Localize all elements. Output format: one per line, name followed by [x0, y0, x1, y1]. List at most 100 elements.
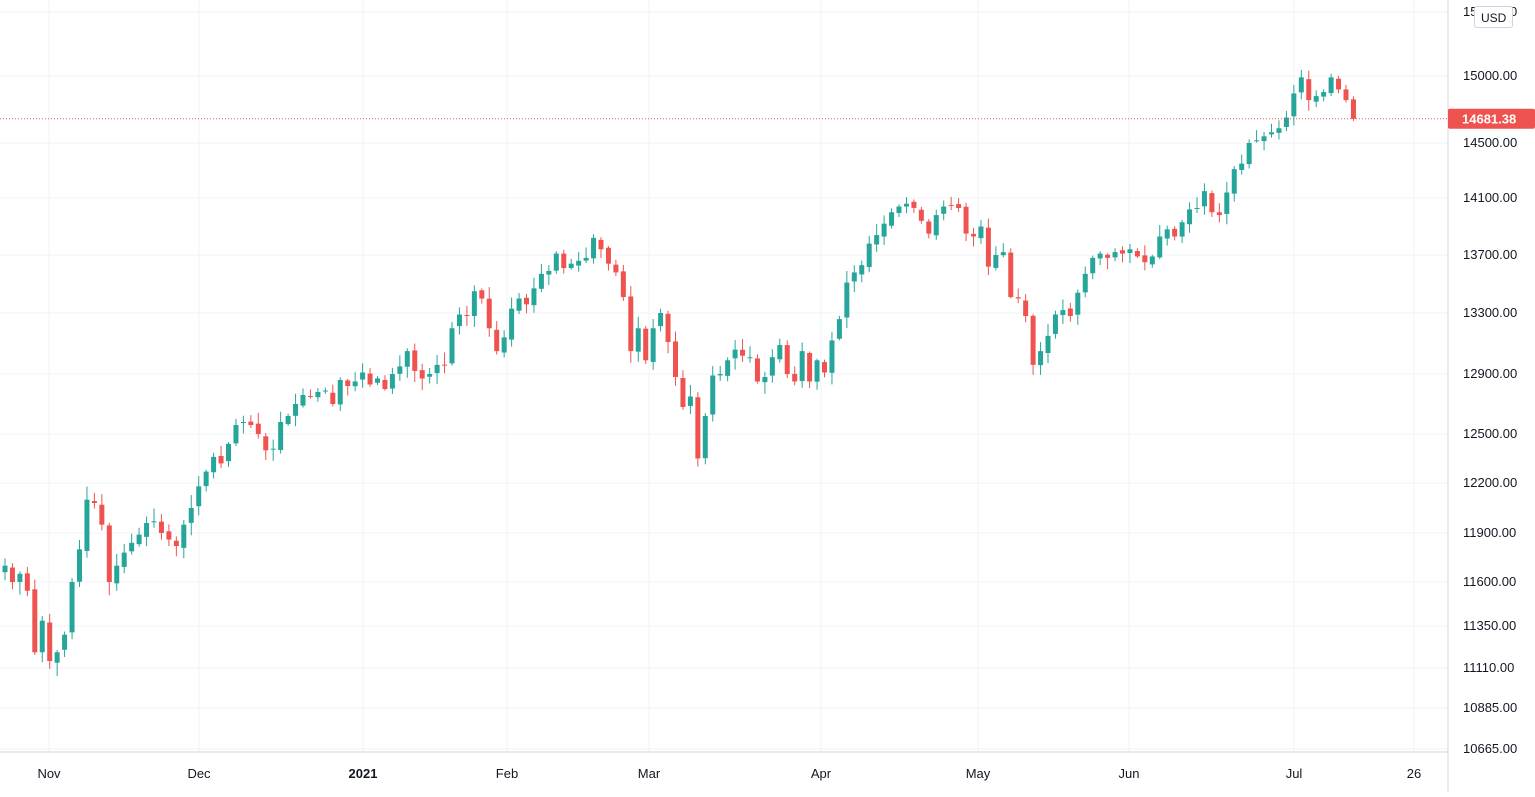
candle-body	[1164, 229, 1170, 239]
candle	[926, 218, 932, 239]
candle-body	[255, 423, 261, 434]
candle-body	[307, 395, 313, 397]
candle-body	[613, 264, 619, 273]
candle-body	[814, 360, 820, 382]
candle-body	[1291, 93, 1297, 117]
candle-body	[479, 290, 485, 299]
candle-body	[740, 349, 746, 356]
candle	[933, 209, 939, 240]
candle-body	[17, 573, 23, 582]
candle	[769, 349, 775, 383]
candle-body	[47, 622, 53, 661]
candle	[605, 246, 611, 271]
candle-body	[665, 313, 671, 342]
time-tick-label: Apr	[811, 766, 832, 781]
candle-body	[926, 221, 932, 234]
candle-body	[531, 288, 537, 306]
candle-body	[769, 357, 775, 376]
candle-body	[777, 345, 783, 360]
candle-body	[434, 364, 440, 374]
price-tick-label: 14100.00	[1463, 190, 1517, 205]
candle-body	[1261, 136, 1267, 142]
candle	[203, 469, 209, 492]
candle	[196, 476, 202, 516]
candle-body	[963, 206, 969, 234]
candle-body	[807, 352, 813, 382]
candle	[464, 305, 470, 326]
candle-body	[285, 416, 291, 425]
candle-body	[1060, 310, 1066, 316]
candle-body	[1038, 351, 1044, 366]
price-tick-label: 10885.00	[1463, 700, 1517, 715]
candle-body	[1134, 251, 1140, 257]
candle-body	[54, 652, 60, 663]
candle-body	[39, 620, 45, 653]
candle	[24, 567, 30, 597]
candle-body	[881, 223, 887, 237]
candle-body	[799, 351, 805, 382]
candle-body	[151, 521, 157, 523]
candle	[389, 367, 395, 395]
candle	[1127, 243, 1133, 263]
candle	[501, 330, 507, 358]
vertical-gridlines	[48, 0, 1415, 752]
candle-body	[263, 436, 269, 451]
candle	[1090, 255, 1096, 280]
candle	[486, 287, 492, 337]
candle	[1224, 181, 1230, 225]
candle-body	[762, 377, 768, 383]
time-axis[interactable]	[0, 752, 1448, 792]
candle	[1328, 73, 1334, 96]
candle	[613, 259, 619, 277]
candle	[449, 322, 455, 366]
candle-body	[933, 215, 939, 236]
candle	[695, 392, 701, 467]
candle	[673, 331, 678, 386]
candle	[628, 286, 634, 363]
candle	[1015, 288, 1021, 304]
candle-body	[516, 298, 522, 311]
candle	[889, 208, 895, 229]
candle-body	[1157, 236, 1163, 258]
candle-body	[471, 291, 477, 317]
time-tick-label: Mar	[638, 766, 661, 781]
time-tick-label: 26	[1407, 766, 1421, 781]
candle-body	[1269, 132, 1274, 135]
candle-body	[583, 257, 589, 261]
candle-body	[903, 203, 909, 207]
candle-body	[710, 375, 716, 415]
candle	[836, 315, 842, 341]
candle-body	[62, 634, 68, 650]
candle-body	[643, 328, 649, 361]
candle	[129, 533, 135, 555]
candle	[524, 294, 529, 314]
candle-body	[270, 448, 276, 450]
currency-button[interactable]: USD	[1474, 6, 1514, 28]
candle	[948, 196, 954, 211]
candle	[471, 285, 477, 327]
candle-body	[993, 255, 999, 268]
candle	[859, 260, 865, 283]
candle	[1164, 225, 1170, 246]
horizontal-gridlines	[0, 11, 1448, 750]
candle-body	[1112, 252, 1118, 258]
candle	[1075, 289, 1081, 325]
candle	[881, 215, 887, 246]
candle-body	[1000, 252, 1006, 256]
candle	[635, 316, 641, 362]
candle	[144, 516, 150, 547]
candle-body	[1313, 96, 1319, 102]
candle	[136, 527, 142, 547]
candle	[77, 540, 82, 587]
candle	[419, 363, 425, 391]
candle-body	[360, 372, 366, 380]
candle	[725, 357, 731, 382]
candle-body	[99, 504, 105, 525]
candle	[911, 199, 917, 213]
candle-body	[1283, 117, 1289, 127]
candle	[1231, 166, 1237, 202]
candle-body	[1187, 209, 1193, 225]
candle	[717, 365, 723, 381]
